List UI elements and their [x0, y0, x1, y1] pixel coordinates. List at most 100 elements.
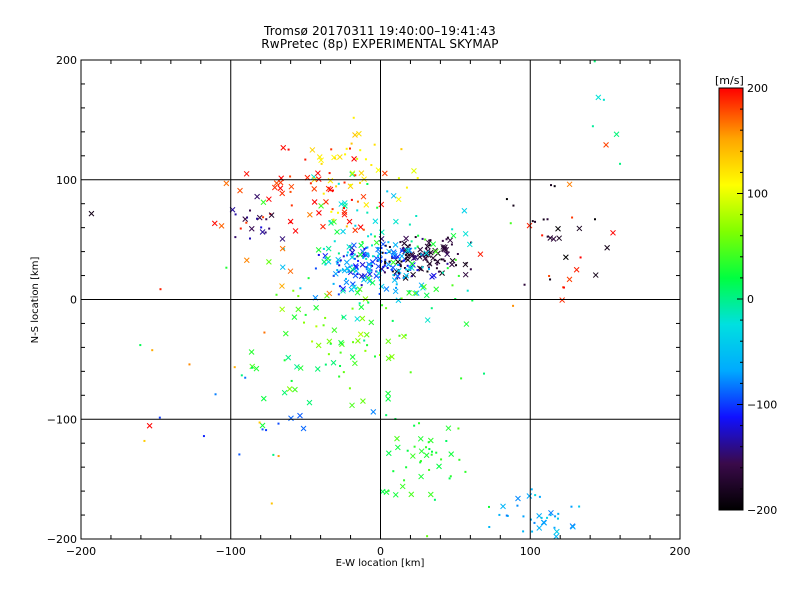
data-point-x	[603, 142, 609, 148]
data-point-dot	[417, 234, 420, 237]
data-point-dot	[327, 353, 330, 356]
colorbar-tick-label: −200	[747, 504, 777, 517]
data-point-dot	[509, 222, 512, 225]
data-point-x	[311, 186, 318, 192]
data-point-x	[395, 267, 402, 274]
data-point-dot	[571, 216, 574, 219]
data-point-dot	[428, 239, 431, 242]
data-point-x	[254, 193, 260, 200]
data-point-dot	[387, 241, 390, 244]
data-point-x	[316, 210, 322, 216]
data-point-x	[292, 228, 299, 234]
data-point-x	[448, 451, 455, 457]
data-point-dot	[248, 237, 251, 240]
data-point-dot	[542, 218, 545, 221]
data-point-dot	[245, 221, 248, 224]
data-point-x	[427, 437, 434, 444]
data-point-dot	[304, 158, 307, 161]
data-point-x	[390, 259, 397, 266]
data-point-dot	[346, 251, 349, 254]
data-point-dot	[328, 220, 331, 223]
data-point-dot	[272, 453, 275, 456]
data-point-dot	[457, 427, 460, 430]
plot-area: −200 −100 0 100 200 −200 −100 0 100 200	[47, 54, 691, 558]
data-point-dot	[400, 297, 403, 300]
data-point-x	[288, 415, 294, 422]
data-point-x	[341, 314, 347, 321]
data-point-dot	[363, 339, 366, 342]
data-point-dot	[549, 278, 552, 281]
data-point-dot	[366, 211, 369, 214]
data-point-x	[431, 272, 437, 279]
chart-subtitle: RwPretec (8p) EXPERIMENTAL SKYMAP	[261, 37, 499, 51]
data-point-x	[576, 225, 583, 232]
data-point-x	[356, 286, 363, 293]
data-point-dot	[400, 148, 403, 151]
data-point-dot	[406, 264, 409, 267]
data-point-x	[389, 353, 395, 360]
x-tick-label: 0	[377, 545, 384, 558]
data-point-x	[395, 259, 401, 265]
data-point-x	[316, 154, 323, 160]
data-point-dot	[408, 223, 411, 226]
data-point-dot	[249, 209, 252, 212]
data-point-x	[347, 269, 354, 276]
data-point-dot	[448, 477, 451, 480]
data-point-dot	[400, 260, 403, 263]
data-point-dot	[391, 319, 394, 322]
data-point-dot	[471, 299, 474, 302]
data-point-x	[500, 503, 506, 510]
data-point-dot	[366, 246, 369, 249]
colorbar: [m/s] 200 100 0 −100 −200	[715, 74, 777, 517]
data-point-dot	[405, 268, 408, 271]
data-point-x	[383, 286, 390, 292]
data-point-dot	[405, 466, 408, 469]
data-point-x	[266, 196, 272, 203]
data-point-x	[357, 224, 364, 230]
data-point-dot	[409, 247, 412, 250]
data-point-dot	[289, 221, 292, 224]
data-point-dot	[377, 254, 380, 257]
data-point-x	[366, 271, 373, 278]
data-point-dot	[339, 351, 342, 354]
data-point-x	[146, 422, 153, 429]
data-point-dot	[373, 235, 376, 238]
data-point-x	[526, 493, 533, 499]
data-point-dot	[457, 274, 460, 277]
data-point-dot	[382, 265, 385, 268]
data-point-x	[279, 245, 286, 252]
data-point-dot	[376, 206, 379, 209]
data-point-dot	[238, 453, 241, 456]
data-point-x	[357, 331, 364, 338]
data-point-dot	[366, 344, 369, 347]
data-point-x	[237, 187, 243, 194]
data-point-dot	[357, 259, 360, 262]
data-point-x	[331, 218, 337, 225]
data-point-dot	[290, 379, 293, 382]
data-point-dot	[256, 217, 259, 220]
data-point-dot	[402, 259, 405, 262]
data-point-dot	[483, 372, 486, 375]
data-point-dot	[338, 285, 341, 288]
data-point-dot	[324, 263, 327, 266]
data-point-x	[450, 232, 457, 239]
data-point-x	[610, 229, 616, 236]
data-point-dot	[426, 535, 429, 538]
data-point-dot	[378, 279, 381, 282]
data-point-dot	[619, 162, 622, 165]
data-point-dot	[538, 495, 541, 498]
data-point-x	[315, 170, 321, 177]
data-point-dot	[143, 439, 146, 442]
data-point-dot	[151, 349, 154, 352]
data-point-dot	[363, 247, 366, 250]
data-point-x	[260, 395, 267, 402]
data-point-x	[315, 342, 322, 349]
data-point-dot	[442, 258, 445, 261]
data-point-dot	[443, 259, 446, 262]
data-point-x	[604, 244, 610, 251]
data-point-x	[315, 247, 322, 253]
data-point-dot	[341, 316, 344, 319]
data-point-dot	[337, 182, 340, 185]
data-point-x	[430, 241, 437, 247]
data-point-dot	[342, 255, 345, 258]
